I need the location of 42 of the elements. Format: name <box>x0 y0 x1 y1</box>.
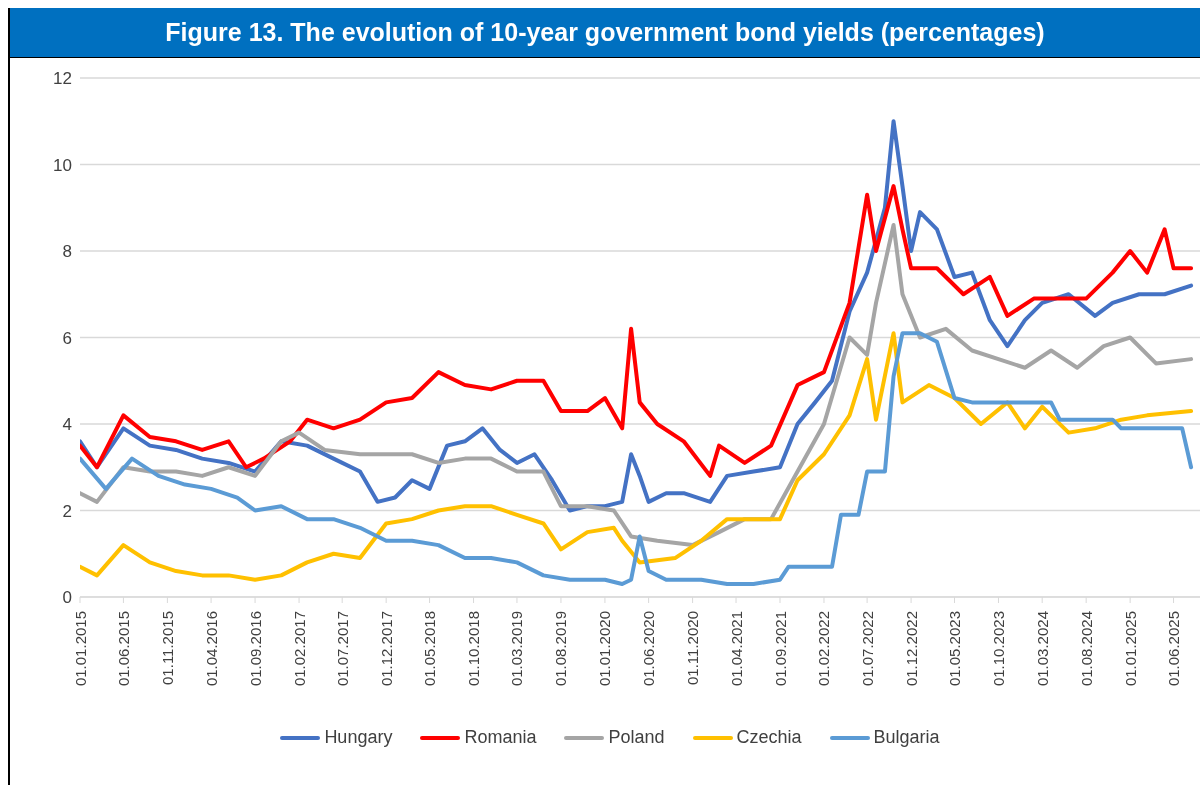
x-tick-label: 01.03.2024 <box>1033 611 1051 687</box>
y-tick-label: 6 <box>62 328 72 348</box>
x-tick-label: 01.12.2022 <box>902 611 920 687</box>
x-tick-label: 01.06.2015 <box>114 611 132 687</box>
x-tick-label: 01.04.2021 <box>727 611 745 687</box>
legend-label: Romania <box>464 727 537 748</box>
x-tick-label: 01.06.2020 <box>640 611 658 687</box>
line-series <box>80 223 1194 548</box>
legend-label: Bulgaria <box>873 727 940 748</box>
line-series <box>80 184 1194 478</box>
x-tick-label: 01.02.2017 <box>290 611 308 687</box>
legend-label: Poland <box>608 727 665 748</box>
y-tick-label: 0 <box>62 588 72 608</box>
y-tick-label: 8 <box>62 242 72 262</box>
x-tick-label: 01.11.2015 <box>158 611 176 685</box>
x-tick-label: 01.05.2018 <box>421 611 439 687</box>
x-tick-label: 01.06.2025 <box>1165 611 1183 687</box>
x-tick-label: 01.01.2020 <box>596 611 614 687</box>
chart-title: Figure 13. The evolution of 10-year government bond yields (percentages) <box>10 8 1200 58</box>
y-tick-label: 4 <box>62 415 72 435</box>
x-tick-label: 01.04.2016 <box>202 611 220 687</box>
legend-label: Czechia <box>736 727 802 748</box>
x-tick-label: 01.05.2023 <box>946 611 963 687</box>
y-tick-label: 12 <box>53 69 72 89</box>
x-tick-label: 01.01.2025 <box>1121 611 1139 687</box>
x-tick-label: 01.10.2023 <box>989 611 1007 687</box>
line-series <box>80 119 1194 513</box>
y-tick-label: 2 <box>62 501 72 521</box>
x-tick-label: 01.09.2016 <box>246 611 264 687</box>
y-tick-label: 10 <box>53 155 72 175</box>
x-tick-label: 01.08.2024 <box>1077 611 1095 687</box>
x-tick-label: 01.09.2021 <box>771 611 789 687</box>
x-tick-label: 01.02.2022 <box>815 611 833 687</box>
legend-label: Hungary <box>324 727 393 748</box>
x-tick-label: 01.03.2019 <box>508 611 526 687</box>
x-tick-label: 01.11.2020 <box>684 611 702 685</box>
x-tick-label: 01.08.2019 <box>552 611 570 687</box>
x-tick-label: 01.10.2018 <box>465 611 483 687</box>
x-tick-label: 01.01.2015 <box>71 611 89 687</box>
x-tick-label: 01.07.2017 <box>333 611 351 687</box>
x-tick-label: 01.07.2022 <box>858 611 876 687</box>
x-tick-label: 01.12.2017 <box>377 611 395 687</box>
